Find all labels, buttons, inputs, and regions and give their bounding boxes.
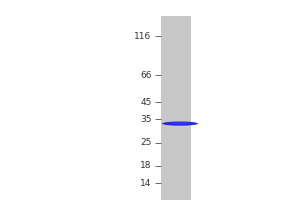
Text: 116: 116: [134, 32, 152, 41]
Text: 45: 45: [140, 98, 152, 107]
Text: 35: 35: [140, 115, 152, 124]
Text: 66: 66: [140, 71, 152, 80]
Text: 25: 25: [140, 138, 152, 147]
Ellipse shape: [169, 122, 191, 124]
Bar: [160, 16, 190, 200]
Text: 14: 14: [140, 179, 152, 188]
Ellipse shape: [162, 122, 198, 126]
Text: 18: 18: [140, 161, 152, 170]
